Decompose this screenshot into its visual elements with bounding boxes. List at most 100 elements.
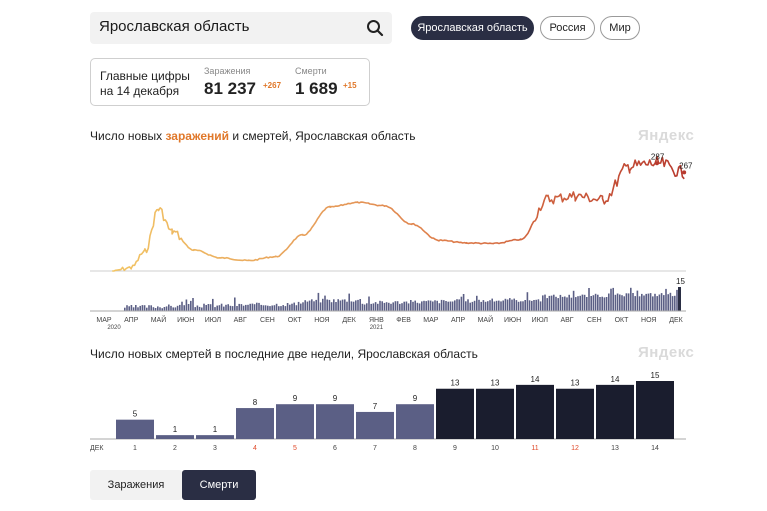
death-strip-bar bbox=[568, 294, 570, 311]
tab-russia[interactable]: Россия bbox=[540, 16, 595, 40]
death-strip-bar bbox=[388, 302, 390, 311]
death-strip-bar bbox=[564, 296, 566, 311]
death-strip-bar bbox=[253, 304, 256, 311]
death-strip-bar bbox=[669, 292, 672, 311]
death-strip-bar bbox=[300, 303, 302, 311]
death-strip-bar bbox=[590, 296, 592, 311]
death-strip-last-label: 15 bbox=[676, 277, 685, 286]
death-strip-bar bbox=[377, 303, 379, 311]
death-strip-bar bbox=[548, 295, 551, 311]
death-strip-bar bbox=[194, 307, 196, 311]
death-bar bbox=[476, 388, 514, 439]
death-strip-bar bbox=[383, 302, 386, 311]
death-strip-bar bbox=[170, 305, 172, 311]
summary-label-date: на 14 декабря bbox=[100, 84, 180, 98]
death-strip-bar bbox=[176, 305, 179, 311]
death-strip-bar bbox=[586, 297, 588, 311]
death-bar-value: 15 bbox=[651, 371, 660, 380]
death-strip-bar bbox=[148, 305, 150, 311]
death-strip-bar bbox=[289, 304, 291, 311]
tab-yaroslavl-region[interactable]: Ярославская область bbox=[411, 16, 534, 40]
death-strip-bar bbox=[205, 305, 207, 311]
death-strip-bar bbox=[636, 290, 639, 311]
death-strip-bar bbox=[544, 294, 546, 311]
death-strip-bar bbox=[619, 294, 621, 311]
death-bar-value: 8 bbox=[253, 398, 258, 407]
death-strip-bar bbox=[489, 300, 491, 311]
death-strip-bar bbox=[322, 298, 324, 311]
death-strip-bar bbox=[522, 301, 524, 311]
death-strip-bar bbox=[163, 307, 166, 311]
death-strip-bar bbox=[126, 305, 128, 311]
death-strip-bar bbox=[667, 294, 669, 311]
death-strip-bar bbox=[572, 290, 575, 311]
death-bar bbox=[596, 384, 634, 439]
annotation-point-peak bbox=[654, 161, 659, 166]
death-strip-bar bbox=[570, 297, 573, 311]
death-strip-bar bbox=[509, 298, 511, 311]
month-tick-label: МАР bbox=[423, 317, 439, 324]
death-bar bbox=[276, 404, 314, 439]
death-strip-bar bbox=[665, 288, 667, 311]
infections-chart: 15 287 267 МАР АПР МАЙ ИЮН ИЮЛ АВГ СЕН ОКТ НОЯ ДЕК… bbox=[90, 152, 693, 331]
day-tick-label: 1 bbox=[133, 445, 137, 452]
death-strip-bar bbox=[317, 292, 320, 311]
death-bar-value: 13 bbox=[491, 379, 500, 388]
month-tick-label: АВГ bbox=[560, 317, 573, 324]
death-strip-bar bbox=[515, 300, 518, 311]
death-strip-bar bbox=[359, 299, 361, 311]
death-strip-bar bbox=[370, 303, 372, 311]
day-tick-label: 3 bbox=[213, 445, 217, 452]
death-strip-bar bbox=[368, 296, 370, 311]
death-strip-bar bbox=[124, 307, 126, 311]
month-tick-label: ИЮН bbox=[504, 317, 521, 324]
death-strip-bar bbox=[291, 303, 293, 311]
deaths-toggle-button[interactable]: Смерти bbox=[182, 470, 256, 500]
deaths-increment: +15 bbox=[343, 81, 357, 90]
death-strip-bar bbox=[559, 294, 562, 311]
death-strip-bar bbox=[403, 301, 405, 311]
death-strip-bar bbox=[561, 296, 564, 311]
death-strip-bar bbox=[313, 301, 315, 311]
summary-label: Главные цифры на 14 декабря bbox=[100, 69, 190, 99]
death-strip-bar bbox=[511, 299, 513, 311]
death-bar bbox=[236, 408, 274, 439]
death-bar bbox=[516, 384, 554, 439]
death-strip-bar bbox=[660, 293, 663, 311]
death-strip-bar bbox=[282, 305, 284, 311]
death-strip-bar bbox=[480, 301, 482, 311]
day-tick-label: 4 bbox=[253, 445, 257, 452]
death-strip-bar bbox=[304, 300, 306, 311]
year-label-2021: 2021 bbox=[370, 325, 384, 331]
death-strip-bar bbox=[460, 296, 463, 311]
death-strip-bar bbox=[381, 301, 383, 311]
death-strip-bar bbox=[273, 305, 276, 311]
death-strip-bar bbox=[526, 292, 529, 311]
month-tick-label: ИЮН bbox=[177, 317, 194, 324]
death-bar-value: 9 bbox=[333, 394, 338, 403]
death-strip-bar bbox=[557, 298, 559, 311]
death-strip-bar bbox=[271, 305, 273, 311]
summary-card: Главные цифры на 14 декабря Заражения 81… bbox=[90, 58, 370, 106]
death-strip-bar bbox=[192, 298, 194, 311]
infections-toggle-button[interactable]: Заражения bbox=[90, 470, 182, 500]
death-bar-value: 14 bbox=[611, 375, 620, 384]
search-icon[interactable] bbox=[366, 19, 384, 37]
death-strip-bar bbox=[663, 295, 665, 311]
death-strip-bar bbox=[533, 300, 535, 311]
death-strip-bar bbox=[256, 302, 258, 311]
death-strip-bar bbox=[159, 307, 161, 311]
death-strip-bar bbox=[517, 301, 520, 311]
death-strip-bar bbox=[207, 304, 210, 311]
search-input[interactable]: Ярославская область bbox=[90, 12, 392, 44]
death-strip-bar bbox=[531, 300, 533, 311]
death-strip-bar bbox=[645, 293, 647, 311]
death-strip-bar bbox=[352, 301, 355, 311]
death-strip-bar bbox=[537, 299, 540, 311]
tab-world[interactable]: Мир bbox=[600, 16, 640, 40]
day-tick-label: 2 bbox=[173, 445, 177, 452]
death-strip-bar bbox=[379, 300, 381, 311]
day-tick-label: 5 bbox=[293, 445, 297, 452]
death-strip-bar bbox=[143, 305, 146, 311]
death-strip-bar bbox=[542, 295, 544, 311]
